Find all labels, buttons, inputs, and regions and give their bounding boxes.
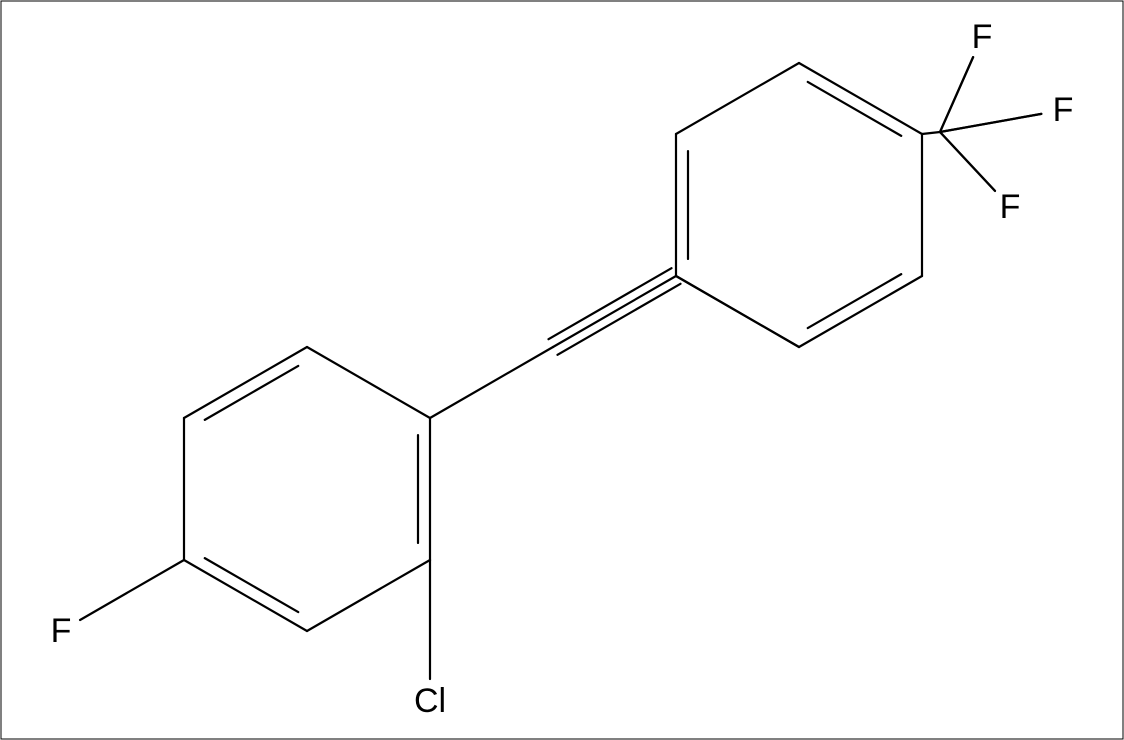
bond (676, 276, 799, 347)
bond (205, 558, 298, 612)
bond (80, 560, 184, 620)
bond (184, 347, 307, 418)
atom-label-f: F (1000, 188, 1021, 226)
bond (557, 284, 680, 355)
bond (808, 274, 901, 328)
molecule-diagram: F Cl F F F (0, 0, 1124, 740)
atom-label-f: F (51, 612, 72, 650)
bond (307, 560, 430, 631)
bond (940, 132, 995, 191)
bond (553, 276, 676, 347)
bond (307, 347, 430, 418)
bond (799, 276, 922, 347)
bond (799, 63, 922, 134)
bond (184, 560, 307, 631)
bond (430, 347, 553, 418)
atom-label-f: F (972, 18, 993, 56)
bond (940, 57, 973, 132)
bond (922, 132, 940, 134)
atom-label-cl: Cl (414, 682, 446, 720)
atom-label-f: F (1053, 91, 1074, 129)
bond (205, 366, 298, 420)
bond (549, 268, 672, 339)
bond (808, 82, 901, 136)
frame (1, 1, 1123, 739)
bond (676, 63, 799, 134)
bond (940, 114, 1041, 132)
